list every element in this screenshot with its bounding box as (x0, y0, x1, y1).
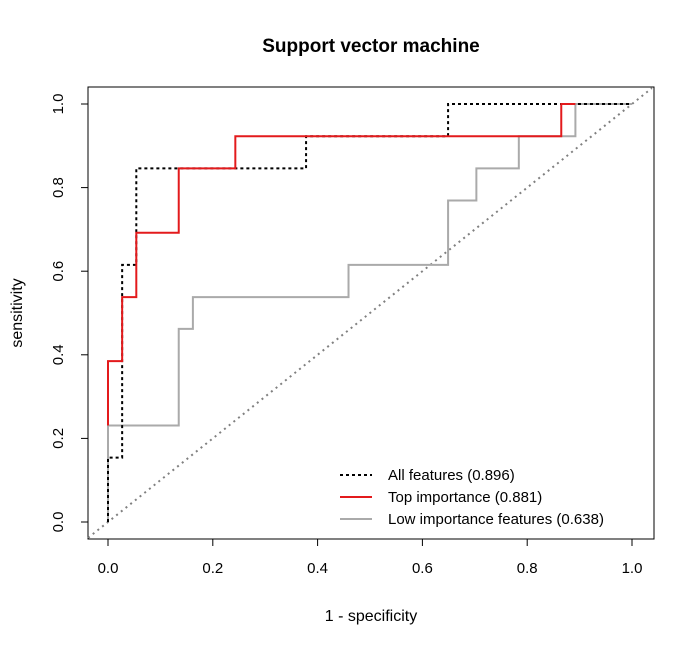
series-line-0 (107, 103, 632, 522)
y-tick-label: 0.2 (50, 428, 67, 449)
x-tick-label: 0.4 (307, 560, 328, 577)
x-tick-label: 0.6 (412, 560, 433, 577)
reference-line-group (87, 87, 653, 539)
x-tick-label: 1.0 (622, 560, 643, 577)
chart-title: Support vector machine (262, 36, 480, 57)
series-line-1 (107, 103, 576, 426)
y-tick-label: 1.0 (50, 94, 67, 115)
x-tick-label: 0.0 (98, 560, 119, 577)
y-tick-label: 0.0 (50, 512, 67, 533)
reference-diagonal-line (87, 87, 653, 539)
legend-label-0: All features (0.896) (388, 467, 515, 484)
y-tick-label: 0.6 (50, 261, 67, 282)
x-axis: 0.0 0.2 0.4 0.6 0.8 1.0 (98, 538, 643, 577)
legend: All features (0.896) Top importance (0.88… (340, 467, 604, 528)
y-tick-label: 0.4 (50, 344, 67, 365)
y-axis: 0.0 0.2 0.4 0.6 0.8 1.0 (50, 94, 89, 533)
y-axis-label: sensitivity (9, 278, 26, 347)
series-group (107, 103, 632, 522)
legend-label-2: Low importance features (0.638) (388, 511, 604, 528)
x-tick-label: 0.2 (202, 560, 223, 577)
y-tick-label: 0.8 (50, 177, 67, 198)
legend-label-1: Top importance (0.881) (388, 489, 542, 506)
x-axis-label: 1 - specificity (325, 608, 417, 625)
x-tick-label: 0.8 (517, 560, 538, 577)
